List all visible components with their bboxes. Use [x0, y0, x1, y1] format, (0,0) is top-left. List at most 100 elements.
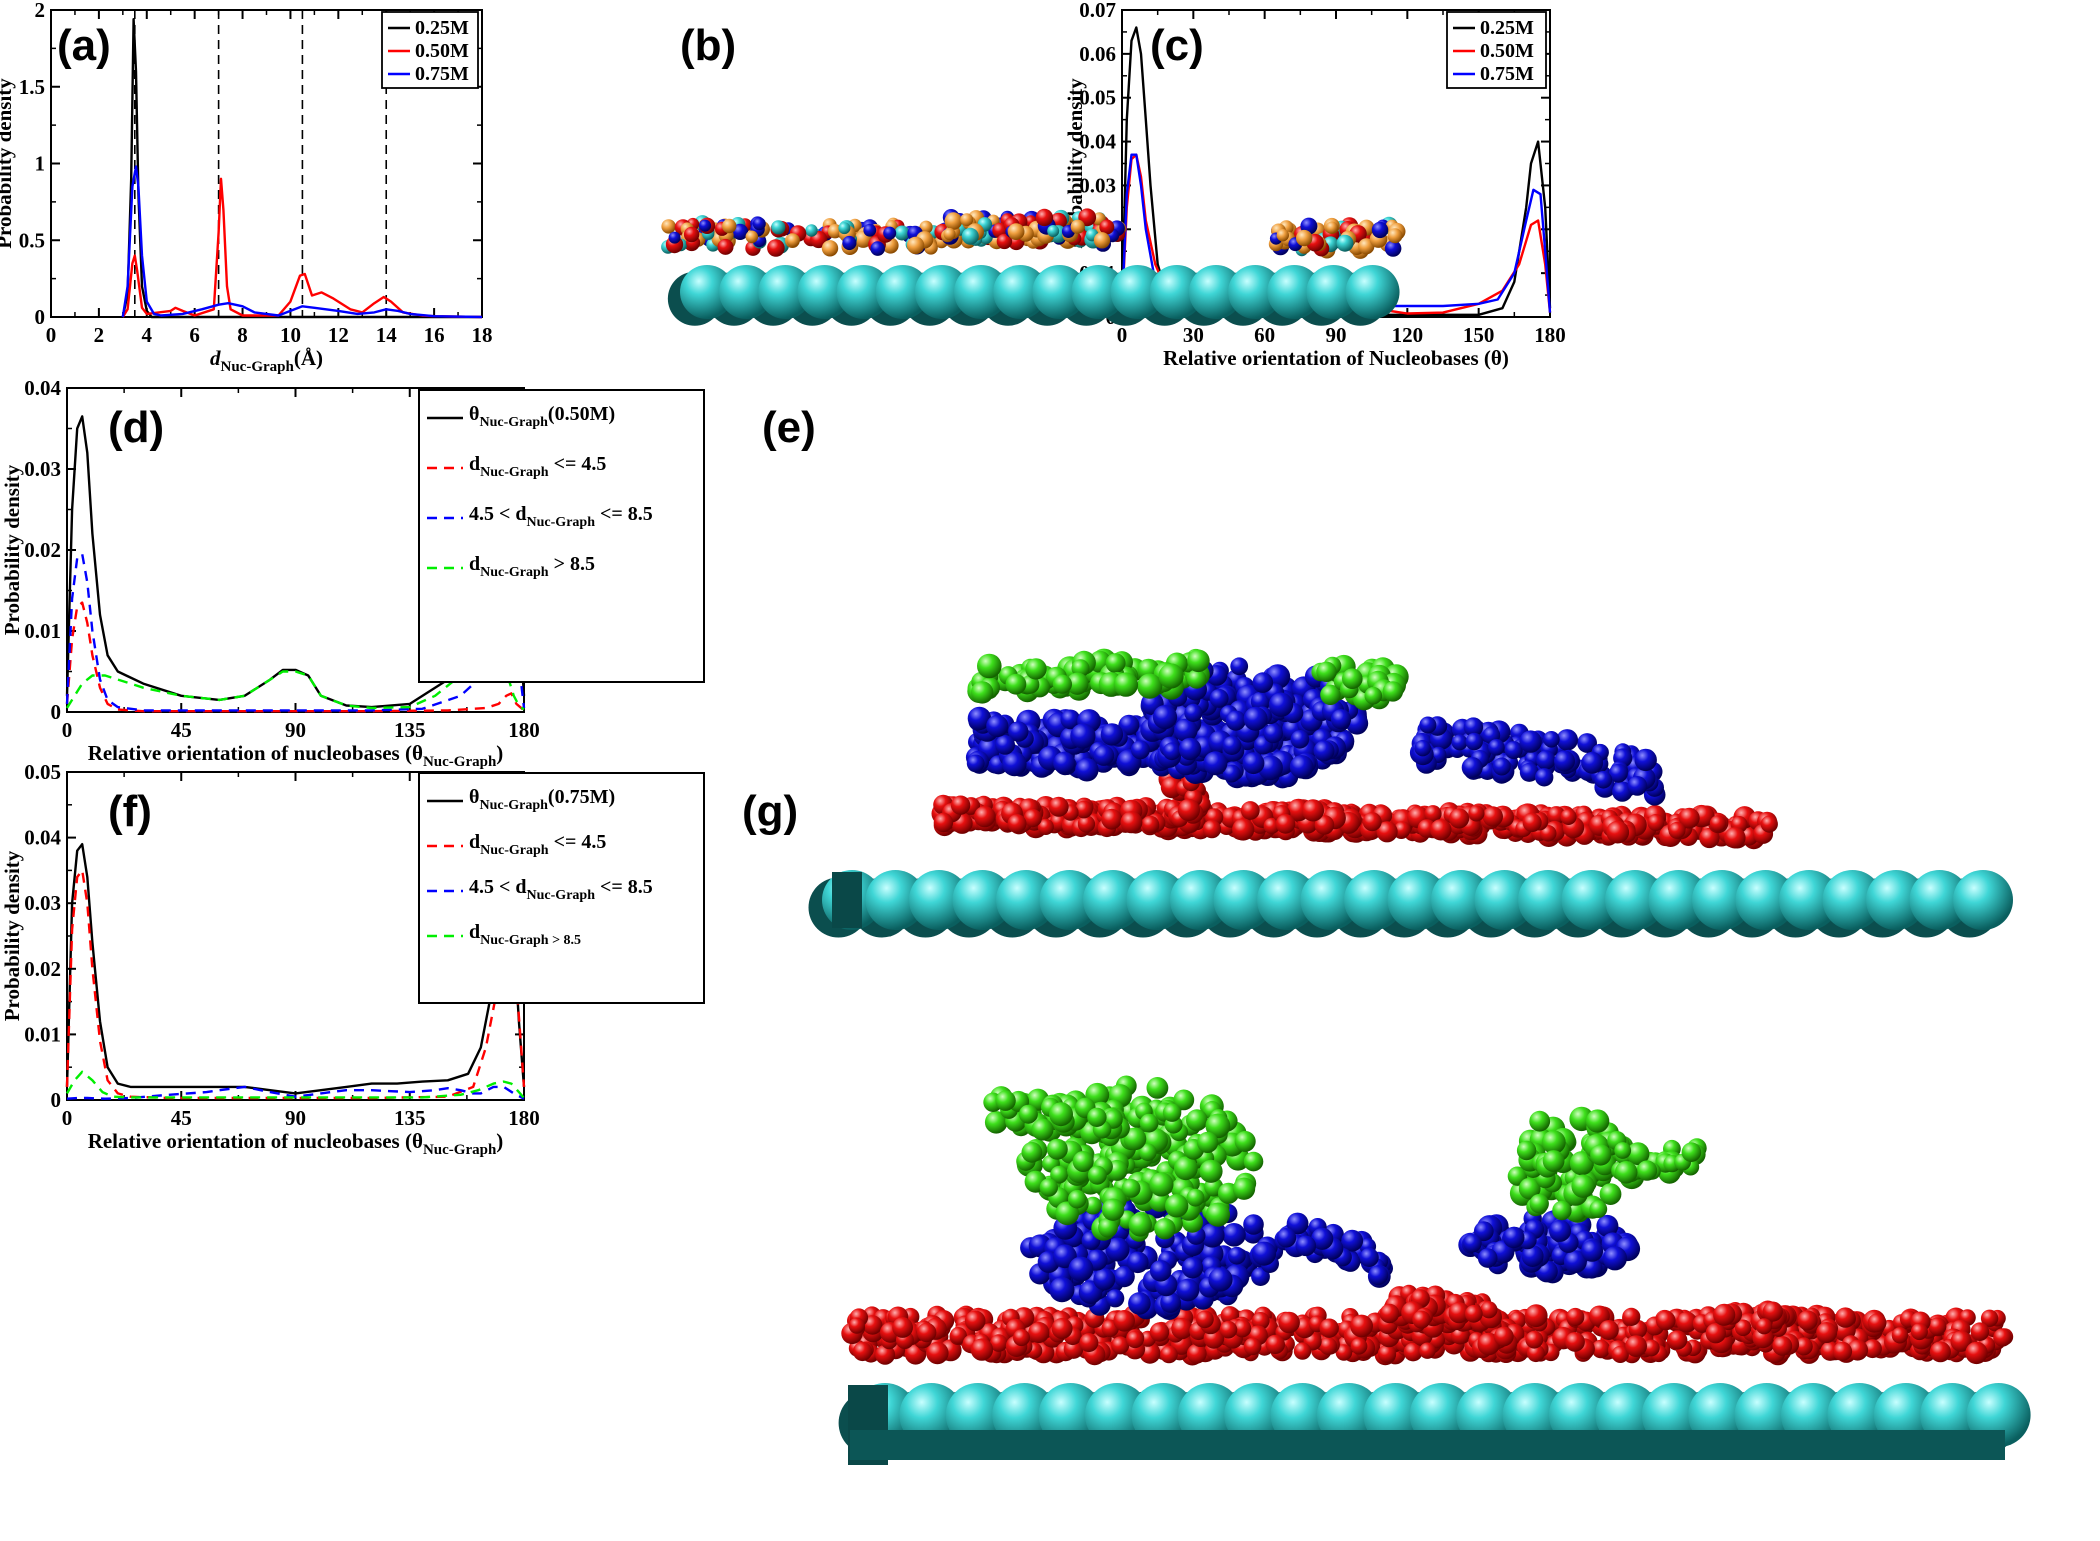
molecule-atom [1251, 1312, 1270, 1330]
x-tick-label: 10 [280, 323, 301, 347]
molecule-atom [1031, 1118, 1054, 1141]
molecule-atom [771, 220, 786, 235]
y-tick-label: 0.04 [24, 826, 61, 850]
red-nucleobase-cluster [1379, 1284, 1502, 1338]
molecule-atom [1127, 1251, 1149, 1274]
molecule-atom [1105, 653, 1126, 674]
molecule-atom [1585, 1109, 1610, 1133]
legend-label: 0.75M [415, 63, 469, 85]
molecule-atom [1493, 1326, 1514, 1347]
molecule-atom [752, 217, 766, 231]
molecule-atom [1668, 821, 1686, 839]
molecule-atom [1251, 1267, 1270, 1286]
molecule-atom [1275, 814, 1296, 834]
molecule-atom [1087, 1165, 1107, 1185]
molecule-atom [1225, 710, 1246, 731]
carbon-atom [1071, 265, 1126, 319]
chart-d: 0 45 90 135 180 0 0.01 0.02 0.03 0.04 Probability … [0, 376, 705, 770]
chart-f: 0 45 90 135 180 0 0.01 0.02 0.03 0.04 0.05 Probabil… [0, 760, 705, 1158]
molecule-atom [1647, 814, 1665, 831]
molecule-atom [1243, 1214, 1264, 1235]
molecule-atom [1243, 706, 1268, 731]
y-tick-label: 0.03 [1079, 173, 1116, 197]
molecule-atom [1341, 1229, 1364, 1252]
carbon-atom [1344, 870, 1404, 930]
nucleobase-layer [661, 208, 1127, 257]
molecule-atom [1126, 1330, 1144, 1349]
x-tick-label: 4 [142, 323, 153, 347]
molecule-atom [1371, 221, 1389, 239]
carbon-atom [1866, 870, 1926, 930]
molecule-atom [1171, 1317, 1193, 1340]
carbon-atom [1779, 870, 1839, 930]
molecule-atom [1461, 757, 1483, 778]
y-tick-label: 0.04 [1079, 130, 1116, 154]
molecule-atom [1075, 758, 1099, 782]
molecule-atom [1589, 1200, 1608, 1218]
molecule-atom [1039, 1178, 1059, 1197]
molecule-atom [1536, 750, 1556, 770]
x-tick-label: 0 [62, 718, 73, 742]
molecule-atom [1816, 1322, 1838, 1343]
molecule-atom [1295, 1235, 1317, 1257]
molecule-atom [1350, 1337, 1368, 1355]
molecule-atom [1320, 684, 1341, 705]
carbon-atom [865, 870, 926, 930]
molecule-atom [1128, 1213, 1153, 1237]
molecule-atom [1419, 1342, 1436, 1359]
molecule-atom [1099, 219, 1115, 235]
x-tick-label: 0 [62, 1106, 73, 1130]
molecule-atom [1414, 740, 1431, 757]
molecule-atom [1227, 1246, 1246, 1265]
y-tick-label: 0.02 [24, 538, 61, 562]
molecule-atom [1950, 1330, 1972, 1352]
molecule-atom [1993, 1328, 2012, 1347]
molecule-atom [1174, 718, 1198, 742]
molecule-atom [852, 1341, 873, 1362]
y-tick-label: 1.5 [19, 75, 45, 99]
carbon-atom [1300, 870, 1361, 930]
carbon-atom [1228, 265, 1283, 319]
graphene-edge [832, 872, 862, 928]
molecule-atom [1448, 1302, 1470, 1324]
series-line [121, 177, 483, 319]
molecule-atom [1656, 1310, 1676, 1331]
molecule-atom [1762, 1301, 1783, 1322]
molecule-atom [1492, 757, 1511, 776]
series-line [65, 552, 526, 712]
molecule-atom [1362, 812, 1382, 832]
molecule-atom [906, 236, 925, 255]
x-tick-label: 45 [171, 718, 192, 742]
molecule-atom [944, 212, 963, 230]
panel-label: (d) [108, 403, 164, 452]
molecule-atom [1263, 723, 1284, 744]
y-tick-label: 0.04 [24, 376, 61, 400]
molecule-atom [786, 233, 800, 247]
molecule-atom [933, 812, 954, 833]
molecule-atom [1311, 1227, 1334, 1250]
molecule-atom [1149, 1322, 1170, 1342]
carbon-atom [1735, 870, 1796, 930]
molecule-atom [1797, 1310, 1818, 1331]
x-tick-label: 90 [1326, 323, 1347, 347]
molecule-atom [1068, 1256, 1094, 1282]
y-tick-label: 0.01 [24, 619, 61, 643]
molecule-atom [1591, 1339, 1611, 1359]
molecule-atom [971, 681, 994, 704]
molecule-atom [1118, 714, 1140, 736]
x-axis-label: Relative orientation of Nucleobases (θ) [1163, 346, 1509, 370]
molecule-atom [1276, 1228, 1297, 1248]
red-nucleobase-cluster [1703, 1300, 1790, 1351]
molecule-atom [1313, 740, 1335, 762]
molecule-atom [1970, 1322, 1990, 1341]
molecule-atom [1863, 1339, 1882, 1359]
molecule-atom [1063, 1339, 1084, 1359]
molecule-atom [1451, 734, 1468, 751]
molecule-atom [1724, 827, 1746, 849]
molecule-atom [1554, 750, 1575, 772]
molecule-atom [1642, 1339, 1660, 1357]
legend-label: 0.25M [415, 17, 469, 39]
molecule-atom [1335, 1344, 1353, 1361]
legend-label: θNuc-Graph(0.50M) [469, 403, 615, 430]
